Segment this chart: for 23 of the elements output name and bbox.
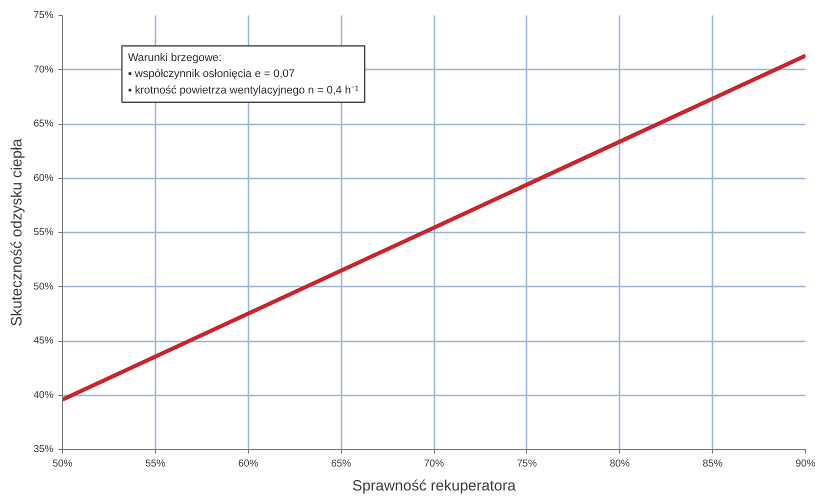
y-tick-label: 60% [33,172,54,184]
x-tick-label: 65% [331,458,352,470]
x-tick-label: 75% [516,458,537,470]
y-tick-label: 45% [33,336,54,346]
annotation: Warunki brzegowe: [128,52,222,64]
y-tick-label: 70% [33,64,54,76]
x-tick-label: 90% [795,458,815,470]
y-tick-label: 40% [33,390,54,401]
y-tick-label: 75% [33,10,54,21]
x-tick-label: 85% [702,458,723,470]
y-tick-label: 65% [33,118,54,130]
x-axis-title: Sprawność rekuperatora [352,478,516,494]
x-tick-label: 80% [610,458,630,470]
x-tick-label: 55% [145,458,166,470]
x-tick-label: 60% [238,458,258,470]
x-tick-label: 50% [52,458,73,470]
annotation: ▪ współczynnik osłonięcia e = 0,07 [128,68,295,80]
y-axis-title: Skuteczność odzysku ciepła [8,138,26,326]
y-tick-label: 55% [33,227,54,238]
y-tick-label: 50% [33,281,54,292]
y-tick-label: 35% [33,444,54,455]
annotation: ▪ krotność powietrza wentylacyjnego n = 0,4 h⁻¹ [128,84,360,96]
x-tick-label: 70% [424,458,444,470]
